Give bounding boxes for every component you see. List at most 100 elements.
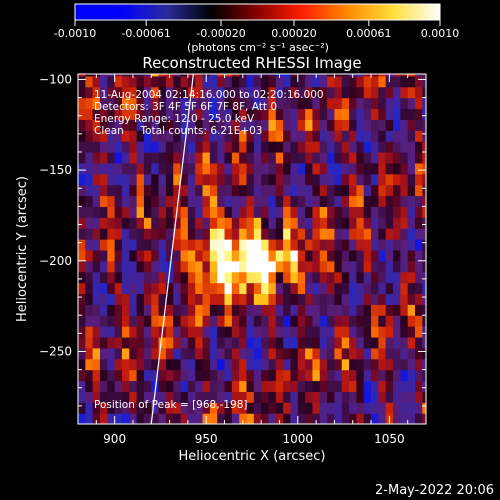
heatmap-cell <box>297 358 306 371</box>
heatmap-cell <box>99 380 108 392</box>
heatmap-cell <box>158 151 167 164</box>
heatmap-cell <box>334 293 343 305</box>
heatmap-cell <box>371 141 379 153</box>
heatmap-cell <box>195 97 204 110</box>
heatmap-cell <box>261 326 270 338</box>
heatmap-cell <box>246 75 255 88</box>
heatmap-cell <box>275 358 284 371</box>
heatmap-cell <box>363 369 372 382</box>
heatmap-cell <box>422 239 426 251</box>
heatmap-cell <box>305 369 314 382</box>
heatmap-cell <box>283 413 292 424</box>
heatmap-cell <box>275 195 284 207</box>
heatmap-cell <box>99 304 108 316</box>
heatmap-cell <box>327 304 336 316</box>
heatmap-cell <box>371 151 379 164</box>
heatmap-cell <box>275 239 284 251</box>
heatmap-cell <box>378 402 387 414</box>
heatmap-cell <box>224 271 233 284</box>
heatmap-cell <box>341 304 350 316</box>
heatmap-cell <box>99 74 108 77</box>
heatmap-cell <box>202 391 211 403</box>
heatmap-cell <box>195 413 204 424</box>
heatmap-cell <box>356 184 365 197</box>
heatmap-cell <box>231 119 240 131</box>
heatmap-cell <box>114 380 123 392</box>
heatmap-cell <box>239 249 248 262</box>
heatmap-cell <box>305 119 314 131</box>
heatmap-cell <box>114 151 123 164</box>
heatmap-cell <box>261 75 270 88</box>
heatmap-cell <box>129 206 138 218</box>
heatmap-cell <box>253 130 262 142</box>
heatmap-cell <box>341 249 350 262</box>
heatmap-cell <box>422 260 426 273</box>
heatmap-cell <box>78 151 86 164</box>
heatmap-cell <box>319 413 328 424</box>
heatmap-cell <box>246 74 255 77</box>
heatmap-cell <box>415 304 423 316</box>
heatmap-cell <box>385 336 394 349</box>
heatmap-cell <box>283 86 292 99</box>
heatmap-cell <box>202 151 211 164</box>
heatmap-cell <box>180 369 189 382</box>
heatmap-cell <box>246 413 255 424</box>
heatmap-cell <box>217 413 226 424</box>
heatmap-cell <box>363 260 372 273</box>
heatmap-cell <box>268 358 277 371</box>
heatmap-cell <box>341 206 350 218</box>
heatmap-cell <box>378 108 387 120</box>
heatmap-cell <box>297 304 306 316</box>
heatmap-cell <box>312 391 321 403</box>
heatmap-cell <box>143 239 152 251</box>
heatmap-cell <box>261 97 270 110</box>
heatmap-cell <box>356 130 365 142</box>
heatmap-cell <box>297 151 306 164</box>
heatmap-cell <box>393 249 401 262</box>
heatmap-cell <box>400 173 409 186</box>
heatmap-cell <box>224 369 233 382</box>
heatmap-cell <box>202 304 211 316</box>
heatmap-cell <box>422 97 426 110</box>
heatmap-cell <box>129 391 138 403</box>
heatmap-cell <box>385 141 394 153</box>
heatmap-cell <box>349 380 357 392</box>
colorbar-tick-label: -0.00020 <box>196 27 245 40</box>
heatmap-cell <box>363 141 372 153</box>
heatmap-cell <box>261 86 270 99</box>
heatmap-cell <box>378 206 387 218</box>
heatmap-cell <box>422 75 426 88</box>
heatmap-cell <box>114 162 123 175</box>
heatmap-cell <box>121 141 130 153</box>
heatmap-cell <box>151 391 160 403</box>
heatmap-cell <box>393 293 401 305</box>
heatmap-cell <box>349 206 357 218</box>
heatmap-cell <box>92 162 101 175</box>
heatmap-cell <box>305 249 314 262</box>
heatmap-cell <box>327 151 336 164</box>
heatmap-cell <box>143 108 152 120</box>
heatmap-cell <box>371 347 379 360</box>
heatmap-cell <box>165 282 174 295</box>
heatmap-cell <box>319 282 328 295</box>
heatmap-cell <box>283 271 292 284</box>
annotation-time: 11-Aug-2004 02:14:16.000 to 02:20:16.000 <box>94 89 324 101</box>
heatmap-cell <box>393 347 401 360</box>
heatmap-cell <box>275 130 284 142</box>
heatmap-cell <box>363 74 372 77</box>
heatmap-cell <box>158 108 167 120</box>
heatmap-cell <box>400 304 409 316</box>
heatmap-cell <box>356 217 365 229</box>
heatmap-cell <box>129 184 138 197</box>
heatmap-cell <box>129 217 138 229</box>
heatmap-cell <box>415 260 423 273</box>
heatmap-cell <box>107 228 116 240</box>
heatmap-cell <box>334 380 343 392</box>
heatmap-cell <box>202 282 211 295</box>
heatmap-cell <box>187 358 196 371</box>
heatmap-cell <box>129 380 138 392</box>
heatmap-cell <box>114 206 123 218</box>
heatmap-cell <box>217 315 226 327</box>
heatmap-cell <box>180 108 189 120</box>
heatmap-cell <box>136 315 145 327</box>
